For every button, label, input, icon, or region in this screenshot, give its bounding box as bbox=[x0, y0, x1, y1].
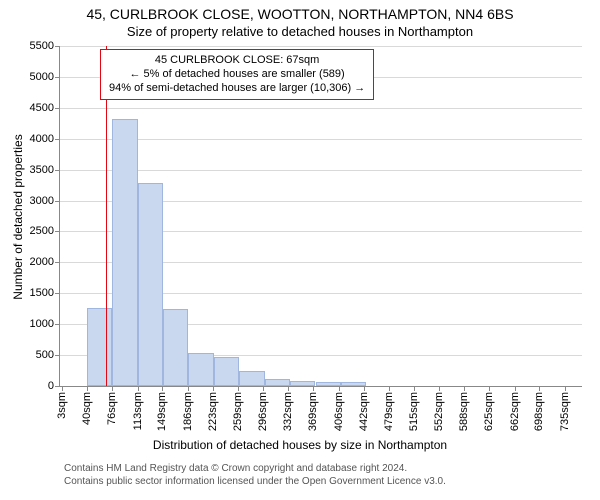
y-axis-line bbox=[59, 46, 60, 386]
chart-title: 45, CURLBROOK CLOSE, WOOTTON, NORTHAMPTO… bbox=[0, 0, 600, 40]
callout-line-1: 45 CURLBROOK CLOSE: 67sqm bbox=[109, 54, 365, 68]
footer-line-1: Contains HM Land Registry data © Crown c… bbox=[64, 462, 446, 475]
x-tick-label: 113sqm bbox=[130, 392, 144, 430]
y-tick-label: 1500 bbox=[30, 287, 60, 299]
x-tick-label: 406sqm bbox=[331, 392, 345, 431]
histogram-bar bbox=[112, 119, 137, 386]
x-tick-label: 223sqm bbox=[205, 392, 219, 431]
x-tick-label: 735sqm bbox=[557, 392, 571, 431]
property-callout-box: 45 CURLBROOK CLOSE: 67sqm ← 5% of detach… bbox=[100, 49, 374, 100]
histogram-bar bbox=[163, 309, 188, 386]
callout-line-2: ← 5% of detached houses are smaller (589… bbox=[109, 68, 365, 82]
histogram-bar bbox=[239, 371, 264, 386]
y-axis-label: Number of detached properties bbox=[11, 127, 25, 307]
x-tick-label: 698sqm bbox=[531, 392, 545, 431]
x-tick-label: 369sqm bbox=[305, 392, 319, 431]
x-tick-label: 3sqm bbox=[54, 392, 68, 419]
y-tick-label: 4500 bbox=[30, 102, 60, 114]
x-tick-label: 515sqm bbox=[406, 392, 420, 431]
x-tick-label: 186sqm bbox=[180, 392, 194, 431]
y-tick-label: 1000 bbox=[30, 318, 60, 330]
y-tick-label: 500 bbox=[36, 349, 60, 361]
x-tick-label: 40sqm bbox=[79, 392, 93, 425]
y-tick-label: 2000 bbox=[30, 256, 60, 268]
histogram-bar bbox=[138, 183, 163, 386]
histogram-bar bbox=[214, 357, 239, 386]
title-line-2: Size of property relative to detached ho… bbox=[0, 24, 600, 40]
histogram-bar bbox=[87, 308, 112, 386]
y-tick-label: 5500 bbox=[30, 40, 60, 52]
footer-attribution: Contains HM Land Registry data © Crown c… bbox=[64, 462, 446, 488]
x-tick-label: 479sqm bbox=[381, 392, 395, 431]
x-tick-label: 296sqm bbox=[255, 392, 269, 431]
title-line-1: 45, CURLBROOK CLOSE, WOOTTON, NORTHAMPTO… bbox=[0, 6, 600, 24]
chart-container: { "title_line1": "45, CURLBROOK CLOSE, W… bbox=[0, 0, 600, 500]
y-tick-label: 4000 bbox=[30, 133, 60, 145]
histogram-bar bbox=[188, 353, 213, 386]
x-tick-label: 625sqm bbox=[481, 392, 495, 431]
x-tick-label: 259sqm bbox=[230, 392, 244, 431]
x-tick-label: 442sqm bbox=[356, 392, 370, 431]
x-tick-label: 552sqm bbox=[431, 392, 445, 431]
x-tick-label: 332sqm bbox=[280, 392, 294, 431]
x-tick-label: 662sqm bbox=[507, 392, 521, 431]
x-axis-line bbox=[60, 386, 582, 387]
footer-line-2: Contains public sector information licen… bbox=[64, 475, 446, 488]
y-tick-label: 3000 bbox=[30, 195, 60, 207]
y-tick-label: 5000 bbox=[30, 71, 60, 83]
x-tick-label: 149sqm bbox=[154, 392, 168, 431]
callout-line-3: 94% of semi-detached houses are larger (… bbox=[109, 82, 365, 96]
y-tick-label: 3500 bbox=[30, 164, 60, 176]
x-axis-label: Distribution of detached houses by size … bbox=[0, 438, 600, 452]
x-tick-label: 588sqm bbox=[456, 392, 470, 431]
y-tick-label: 2500 bbox=[30, 225, 60, 237]
histogram-bar bbox=[265, 379, 290, 386]
x-tick-label: 76sqm bbox=[104, 392, 118, 425]
